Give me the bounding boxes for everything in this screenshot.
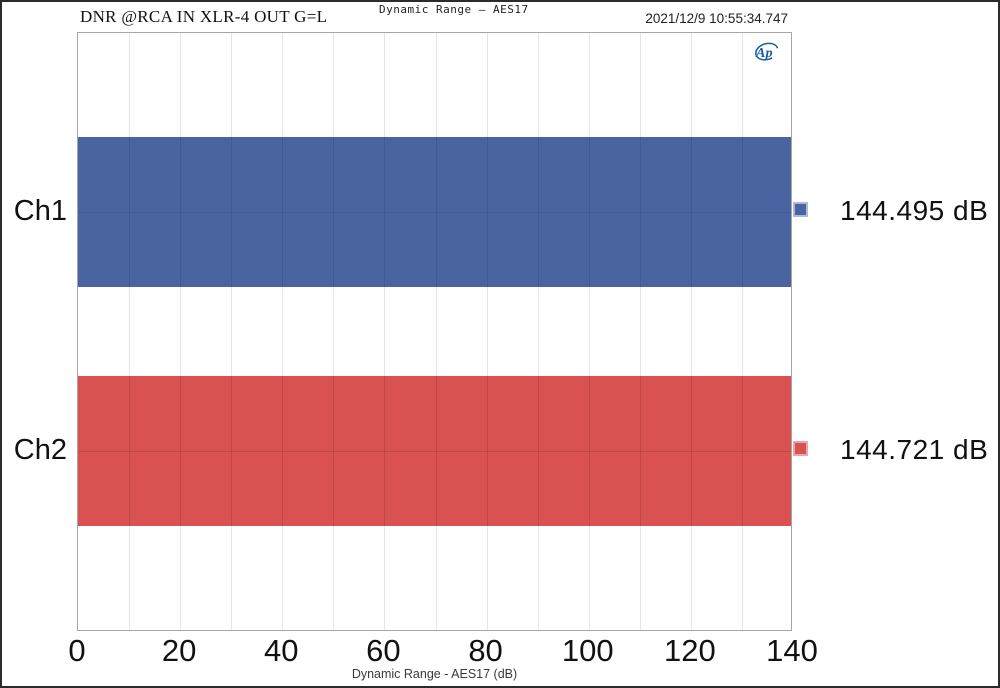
gridline-100db <box>588 33 590 630</box>
x-tick-60: 60 <box>366 633 401 668</box>
value-label-ch2: 144.721 dB <box>840 434 989 465</box>
gridline-20db <box>180 33 182 630</box>
gridline-110db <box>639 33 641 630</box>
gridline-50db <box>333 33 335 630</box>
gridline-130db <box>741 33 743 630</box>
category-label-ch1: Ch1 <box>13 195 67 227</box>
ap-logo-icon: Ap <box>755 42 779 61</box>
gridline-70db <box>435 33 437 630</box>
marker-ch2-icon <box>793 441 808 456</box>
gridlines <box>78 33 791 630</box>
x-tick-140: 140 <box>766 633 818 668</box>
category-label-ch2: Ch2 <box>13 434 67 466</box>
svg-text:Ap: Ap <box>755 45 773 61</box>
gridline-40db <box>282 33 284 630</box>
gridline-80db <box>486 33 488 630</box>
gridline-10db <box>129 33 131 630</box>
bar-ch2 <box>78 376 791 526</box>
gridline-120db <box>690 33 692 630</box>
window-title: Dynamic Range — AES17 <box>379 3 529 16</box>
x-tick-80: 80 <box>468 633 503 668</box>
gridline-60db <box>384 33 386 630</box>
x-tick-100: 100 <box>561 633 614 668</box>
timestamp: 2021/12/9 10:55:34.747 <box>645 11 788 26</box>
bar-ch1 <box>78 137 791 287</box>
measurement-annotation: DNR @RCA IN XLR-4 OUT G=L <box>80 7 328 26</box>
x-tick-40: 40 <box>264 633 299 668</box>
gridline-90db <box>537 33 539 630</box>
x-tick-120: 120 <box>663 633 716 668</box>
marker-ch1-icon <box>793 202 808 217</box>
x-axis-title: Dynamic Range - AES17 (dB) <box>351 667 518 681</box>
plot-area: Ap <box>77 32 792 631</box>
x-tick-20: 20 <box>161 633 197 668</box>
x-tick-0: 0 <box>68 633 86 668</box>
value-label-ch1: 144.495 dB <box>840 195 989 226</box>
gridline-30db <box>231 33 233 630</box>
